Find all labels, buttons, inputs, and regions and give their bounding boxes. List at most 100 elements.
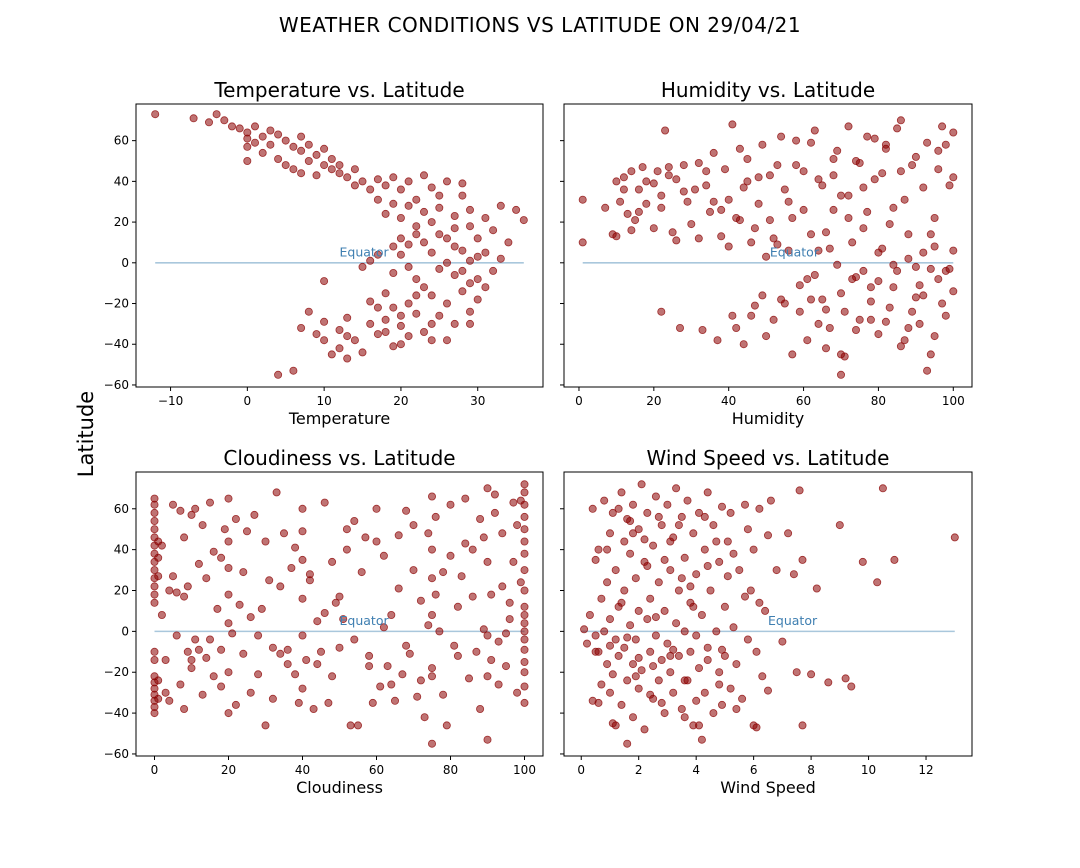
temperature-vs-latitude-plot: Temperature vs. Latitude −10 0 10 20 30 −60 −40… xyxy=(104,78,544,428)
wind-speed-x-tick-label: 6 xyxy=(750,763,758,777)
wind-speed-x-tick-label: 4 xyxy=(692,763,700,777)
cloudiness-data-point xyxy=(520,602,529,611)
humidity-data-point xyxy=(735,144,744,153)
humidity-data-point xyxy=(728,311,737,320)
wind-speed-data-point xyxy=(646,690,655,699)
cloudiness-data-point xyxy=(442,721,451,730)
cloudiness-data-point xyxy=(283,660,292,669)
temperature-data-point xyxy=(212,110,221,119)
wind-speed-data-point xyxy=(651,631,660,640)
humidity-data-point xyxy=(889,260,898,269)
humidity-data-point xyxy=(915,319,924,328)
cloudiness-data-point xyxy=(150,647,159,656)
wind-speed-data-point xyxy=(620,643,629,652)
temperature-data-point xyxy=(396,234,405,243)
cloudiness-data-point xyxy=(180,592,189,601)
temperature-data-point xyxy=(250,138,259,147)
humidity-data-point xyxy=(908,307,917,316)
temperature-data-point xyxy=(243,134,252,143)
wind-speed-data-point xyxy=(614,651,623,660)
humidity-data-point xyxy=(739,340,748,349)
temperature-data-point xyxy=(396,321,405,330)
cloudiness-data-point xyxy=(483,735,492,744)
temperature-data-point xyxy=(404,177,413,186)
cloudiness-data-point xyxy=(520,658,529,667)
wind-speed-data-point xyxy=(729,549,738,558)
cloudiness-data-point xyxy=(427,611,436,620)
temperature-data-point xyxy=(389,242,398,251)
cloudiness-data-point xyxy=(513,688,522,697)
cloudiness-data-point xyxy=(209,672,218,681)
humidity-data-point xyxy=(810,126,819,135)
wind-speed-data-point xyxy=(697,735,706,744)
humidity-data-point xyxy=(784,246,793,255)
wind-speed-data-point xyxy=(637,666,646,675)
humidity-data-point xyxy=(926,230,935,239)
cloudiness-data-point xyxy=(298,527,307,536)
cloudiness-data-point xyxy=(298,631,307,640)
humidity-data-point xyxy=(949,246,958,255)
wind-speed-data-point xyxy=(718,700,727,709)
humidity-data-point xyxy=(649,224,658,233)
temperature-y-tick-label: 40 xyxy=(114,174,129,188)
cloudiness-data-point xyxy=(276,582,285,591)
cloudiness-data-point xyxy=(198,521,207,530)
temperature-data-point xyxy=(465,279,474,288)
humidity-data-point xyxy=(769,315,778,324)
cloudiness-x-tick-label: 60 xyxy=(369,763,384,777)
humidity-data-point xyxy=(814,246,823,255)
cloudiness-data-point xyxy=(439,690,448,699)
cloudiness-data-point xyxy=(150,656,159,665)
cloudiness-data-point xyxy=(427,574,436,583)
wind-speed-data-point xyxy=(617,488,626,497)
humidity-data-point xyxy=(691,185,700,194)
humidity-data-point xyxy=(866,297,875,306)
cloudiness-data-point xyxy=(520,627,529,636)
cloudiness-data-point xyxy=(446,500,455,509)
temperature-data-point xyxy=(496,254,505,263)
humidity-data-point xyxy=(859,224,868,233)
humidity-data-point xyxy=(754,199,763,208)
wind-speed-data-point xyxy=(585,611,594,620)
cloudiness-data-point xyxy=(476,705,485,714)
humidity-data-point xyxy=(627,226,636,235)
temperature-data-point xyxy=(396,185,405,194)
cloudiness-data-point xyxy=(298,504,307,513)
temperature-data-point xyxy=(442,336,451,345)
humidity-data-point xyxy=(837,289,846,298)
wind-speed-data-point xyxy=(703,488,712,497)
cloudiness-data-point xyxy=(250,510,259,519)
cloudiness-data-point xyxy=(520,549,529,558)
temperature-data-point xyxy=(458,287,467,296)
cloudiness-data-point xyxy=(501,629,510,638)
humidity-data-point xyxy=(818,181,827,190)
cloudiness-data-point xyxy=(272,488,281,497)
humidity-data-point xyxy=(623,209,632,218)
wind-speed-data-point xyxy=(651,613,660,622)
wind-speed-data-point xyxy=(712,537,721,546)
temperature-data-point xyxy=(404,332,413,341)
wind-speed-data-point xyxy=(640,725,649,734)
wind-speed-data-point xyxy=(738,694,747,703)
humidity-data-point xyxy=(855,315,864,324)
humidity-data-point xyxy=(795,307,804,316)
wind-speed-data-point xyxy=(746,586,755,595)
humidity-data-point xyxy=(904,230,913,239)
cloudiness-data-point xyxy=(453,651,462,660)
cloudiness-data-point xyxy=(402,506,411,515)
humidity-data-point xyxy=(657,203,666,212)
wind-speed-data-point xyxy=(594,698,603,707)
wind-speed-data-point xyxy=(686,647,695,656)
temperature-data-point xyxy=(404,262,413,271)
humidity-data-point xyxy=(930,242,939,251)
cloudiness-data-point xyxy=(468,592,477,601)
humidity-data-point xyxy=(664,163,673,172)
wind-speed-data-point xyxy=(692,696,701,705)
temperature-data-point xyxy=(343,173,352,182)
humidity-data-point xyxy=(743,154,752,163)
humidity-data-point xyxy=(829,154,838,163)
humidity-data-point xyxy=(642,177,651,186)
temperature-data-point xyxy=(297,323,306,332)
cloudiness-data-point xyxy=(339,615,348,624)
cloudiness-data-point xyxy=(157,611,166,620)
